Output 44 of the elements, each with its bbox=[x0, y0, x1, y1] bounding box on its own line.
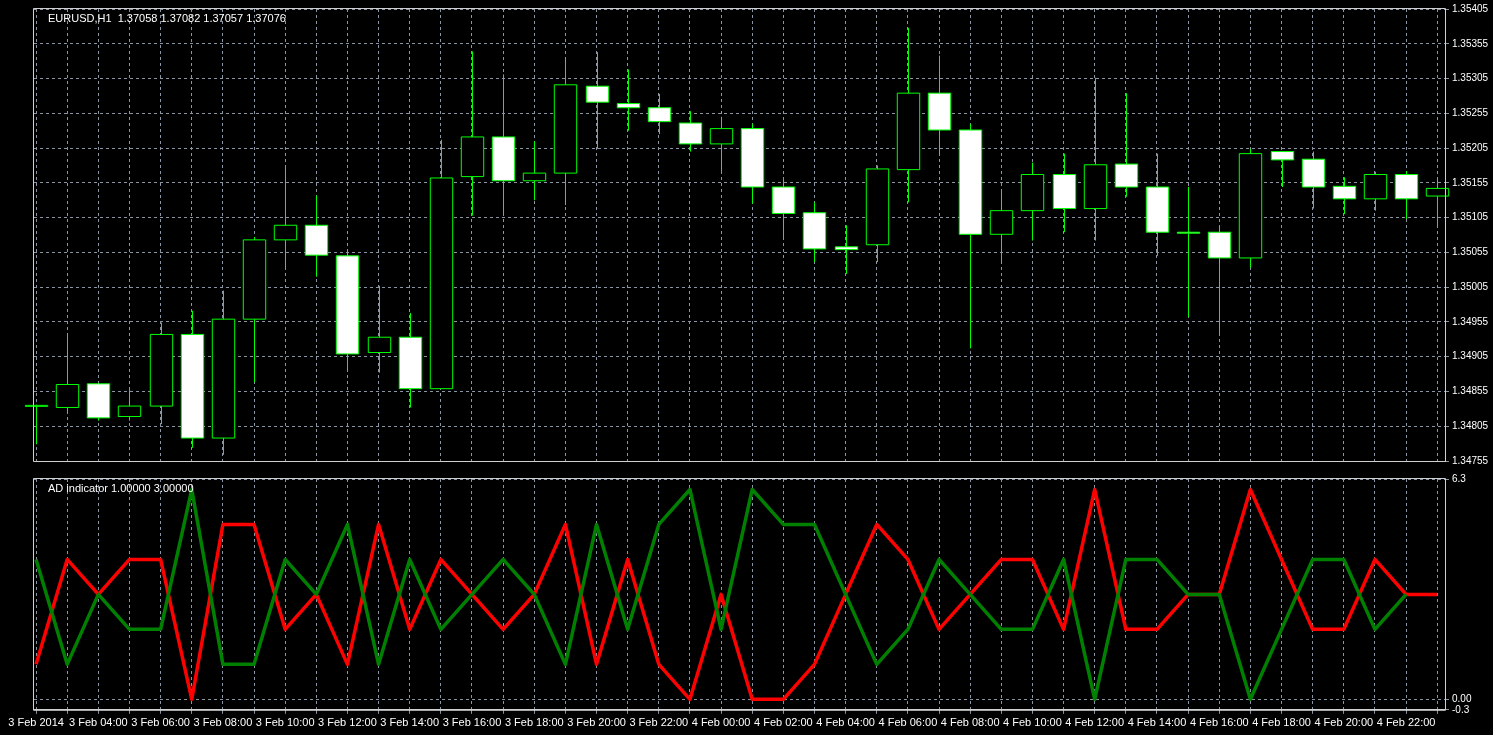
candlestick bbox=[989, 188, 1014, 263]
x-tick-label: 3 Feb 04:00 bbox=[68, 716, 128, 729]
y-tick-label: 1.35255 bbox=[1452, 107, 1489, 119]
x-tick-label: 4 Feb 12:00 bbox=[1065, 716, 1125, 729]
x-tick-label: 3 Feb 10:00 bbox=[255, 716, 315, 729]
candlestick bbox=[55, 332, 80, 415]
x-tick-label: 4 Feb 22:00 bbox=[1376, 716, 1436, 729]
y-tick-label: 1.34805 bbox=[1452, 419, 1489, 431]
y-tick-label: -0.3 bbox=[1452, 703, 1470, 715]
x-tick-label: 3 Feb 22:00 bbox=[629, 716, 689, 729]
y-tick-label: 1.35155 bbox=[1452, 176, 1489, 188]
x-tick-label: 3 Feb 06:00 bbox=[131, 716, 190, 729]
x-tick-label: 4 Feb 10:00 bbox=[1003, 716, 1062, 729]
x-tick-label: 4 Feb 18:00 bbox=[1252, 716, 1311, 729]
x-tick-label: 4 Feb 04:00 bbox=[816, 716, 875, 729]
y-tick-label: 1.34755 bbox=[1452, 454, 1489, 466]
y-tick-label: 1.35205 bbox=[1452, 141, 1489, 153]
y-tick-label: 1.34955 bbox=[1452, 315, 1489, 327]
y-tick-label: 0.00 bbox=[1452, 693, 1472, 705]
x-tick-label: 3 Feb 20:00 bbox=[567, 716, 626, 729]
chart-title: EURUSD,H1 1.37058 1.37082 1.37057 1.37076 bbox=[48, 11, 286, 24]
x-tick-label: 4 Feb 06:00 bbox=[878, 716, 938, 729]
x-tick-label: 3 Feb 08:00 bbox=[193, 716, 253, 729]
chart-title: AD indicator 1.00000 3.00000 bbox=[48, 481, 194, 494]
x-tick-label: 3 Feb 2014 bbox=[8, 716, 64, 729]
y-tick-label: 1.35005 bbox=[1452, 280, 1489, 292]
x-tick-label: 3 Feb 16:00 bbox=[442, 716, 502, 729]
y-tick-label: 1.35105 bbox=[1452, 211, 1489, 223]
x-tick-label: 3 Feb 12:00 bbox=[318, 716, 377, 729]
x-tick-label: 4 Feb 16:00 bbox=[1189, 716, 1249, 729]
x-tick-label: 4 Feb 08:00 bbox=[940, 716, 1000, 729]
x-tick-label: 4 Feb 20:00 bbox=[1314, 716, 1374, 729]
x-tick-label: 3 Feb 18:00 bbox=[504, 716, 564, 729]
y-tick-label: 1.35055 bbox=[1452, 246, 1489, 258]
x-tick-label: 4 Feb 14:00 bbox=[1127, 716, 1187, 729]
y-tick-label: 1.35405 bbox=[1452, 2, 1489, 14]
y-tick-label: 1.34855 bbox=[1452, 385, 1489, 397]
y-tick-label: 1.35355 bbox=[1452, 37, 1489, 49]
x-tick-label: 4 Feb 00:00 bbox=[691, 716, 751, 729]
y-tick-label: 6.3 bbox=[1452, 472, 1467, 484]
x-tick-label: 3 Feb 14:00 bbox=[380, 716, 440, 729]
y-tick-label: 1.34905 bbox=[1452, 350, 1489, 362]
x-tick-label: 4 Feb 02:00 bbox=[753, 716, 813, 729]
y-tick-label: 1.35305 bbox=[1452, 72, 1489, 84]
